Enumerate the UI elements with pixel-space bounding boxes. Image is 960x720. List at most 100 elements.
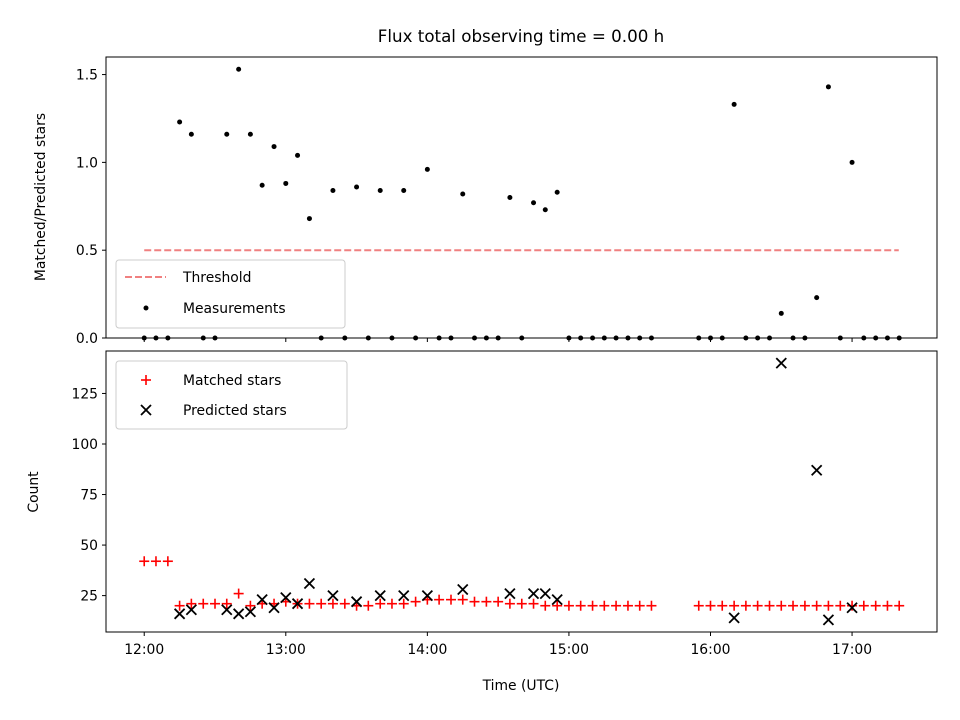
measurement-point <box>295 152 301 158</box>
matched-stars-point <box>339 598 350 609</box>
predicted-stars-point <box>457 583 469 596</box>
predicted-stars-point <box>221 604 233 616</box>
measurement-point <box>554 189 560 195</box>
matched-stars-point <box>587 600 598 611</box>
matched-stars-point <box>504 598 515 609</box>
matched-stars-point <box>327 598 338 609</box>
predicted-stars-point <box>185 604 198 616</box>
matched-stars-point <box>740 600 751 611</box>
measurement-point <box>188 131 194 137</box>
count-axes-frame <box>105 350 938 633</box>
matched-stars-point <box>457 594 468 605</box>
matched-stars-point <box>469 596 480 607</box>
measurement-point <box>247 131 253 137</box>
measurement-point <box>236 66 242 72</box>
predicted-stars-point <box>846 602 858 614</box>
matched-stars-point <box>375 598 386 609</box>
predicted-stars-point <box>268 602 280 614</box>
matched-stars-point <box>210 598 221 609</box>
ratio-y-ticks: 0.0 0.5 1.0 1.5 <box>76 68 106 347</box>
matched-stars-point <box>174 600 185 611</box>
matched-stars-point <box>823 600 834 611</box>
matched-stars-point <box>528 598 539 609</box>
predicted-stars-point <box>374 589 386 602</box>
matched-stars-point <box>835 600 846 611</box>
measurement-point <box>731 101 737 107</box>
matched-stars-point <box>646 600 657 611</box>
count-axes: 25 50 75 100 125 12:00 13:00 14:00 15:00 16:00 17… <box>26 350 938 694</box>
predicted-stars-point <box>280 591 292 604</box>
y-tick-label: 125 <box>71 386 98 402</box>
measurement-point <box>354 184 360 190</box>
predicted-stars-point <box>504 587 516 600</box>
matched-stars-point <box>150 556 161 567</box>
matched-stars-point <box>316 598 327 609</box>
measurement-point <box>531 200 537 206</box>
matched-stars-point <box>445 594 456 605</box>
measurement-point <box>306 216 312 222</box>
predicted-stars-point <box>173 608 186 620</box>
ratio-x-ticks <box>143 338 853 342</box>
matched-stars-point <box>717 600 728 611</box>
matched-stars-point <box>233 588 244 599</box>
y-tick-label: 0.0 <box>76 331 98 347</box>
matched-stars-point <box>162 556 173 567</box>
predicted-stars-point <box>822 614 835 626</box>
ratio-axes: 0.0 0.5 1.0 1.5 Matched/Predicted stars Thr… <box>33 56 938 347</box>
measurement-point <box>177 119 183 125</box>
predicted-stars-point <box>244 606 257 618</box>
predicted-legend-label: Predicted stars <box>183 403 287 419</box>
matched-legend-marker <box>141 375 151 385</box>
matched-stars-point <box>198 598 209 609</box>
count-legend: Matched stars Predicted stars <box>115 360 348 430</box>
predicted-stars-point <box>539 587 551 600</box>
x-tick-label: 15:00 <box>549 642 589 658</box>
ratio-legend: Threshold Measurements <box>115 259 346 329</box>
measurement-point <box>377 187 383 193</box>
matched-stars-point <box>894 600 905 611</box>
x-tick-label: 14:00 <box>407 642 447 658</box>
matched-stars-point <box>434 594 445 605</box>
matched-stars-point <box>788 600 799 611</box>
predicted-legend-marker <box>140 404 152 416</box>
matched-stars-point <box>729 600 740 611</box>
matched-stars-point <box>186 598 197 609</box>
matched-stars-point <box>363 600 374 611</box>
matched-stars-point <box>764 600 775 611</box>
matched-stars-point <box>799 600 810 611</box>
predicted-stars-point <box>551 594 563 606</box>
matched-stars-point <box>552 600 563 611</box>
predicted-stars-point <box>291 598 304 610</box>
predicted-stars-point <box>303 577 316 590</box>
matched-stars-point <box>563 600 574 611</box>
predicted-stars-point <box>527 587 540 600</box>
y-tick-label: 75 <box>80 488 98 504</box>
matched-stars-point <box>776 600 787 611</box>
predicted-stars-point <box>421 589 433 602</box>
matched-stars-point <box>599 600 610 611</box>
count-y-ticks: 25 50 75 100 125 <box>71 386 106 605</box>
count-y-axis-label: Count <box>26 471 42 513</box>
matched-stars-series <box>139 556 905 611</box>
matched-stars-point <box>540 600 551 611</box>
predicted-stars-series <box>173 357 858 626</box>
predicted-stars-point <box>728 612 740 624</box>
matched-stars-point <box>481 596 492 607</box>
y-tick-label: 50 <box>80 538 98 554</box>
x-tick-label: 17:00 <box>832 642 872 658</box>
measurement-point <box>259 182 265 188</box>
x-tick-label: 16:00 <box>690 642 730 658</box>
matched-stars-point <box>705 600 716 611</box>
matched-stars-point <box>870 600 881 611</box>
predicted-stars-point <box>327 589 339 602</box>
measurement-point <box>507 195 513 200</box>
measurements-legend-marker <box>143 305 149 311</box>
matched-stars-point <box>221 598 232 609</box>
count-plot-area <box>139 357 905 626</box>
predicted-stars-point <box>256 594 268 606</box>
x-tick-label: 12:00 <box>124 642 164 658</box>
matched-stars-point <box>847 600 858 611</box>
measurement-point <box>825 84 831 90</box>
ratio-y-axis-label: Matched/Predicted stars <box>33 113 49 281</box>
